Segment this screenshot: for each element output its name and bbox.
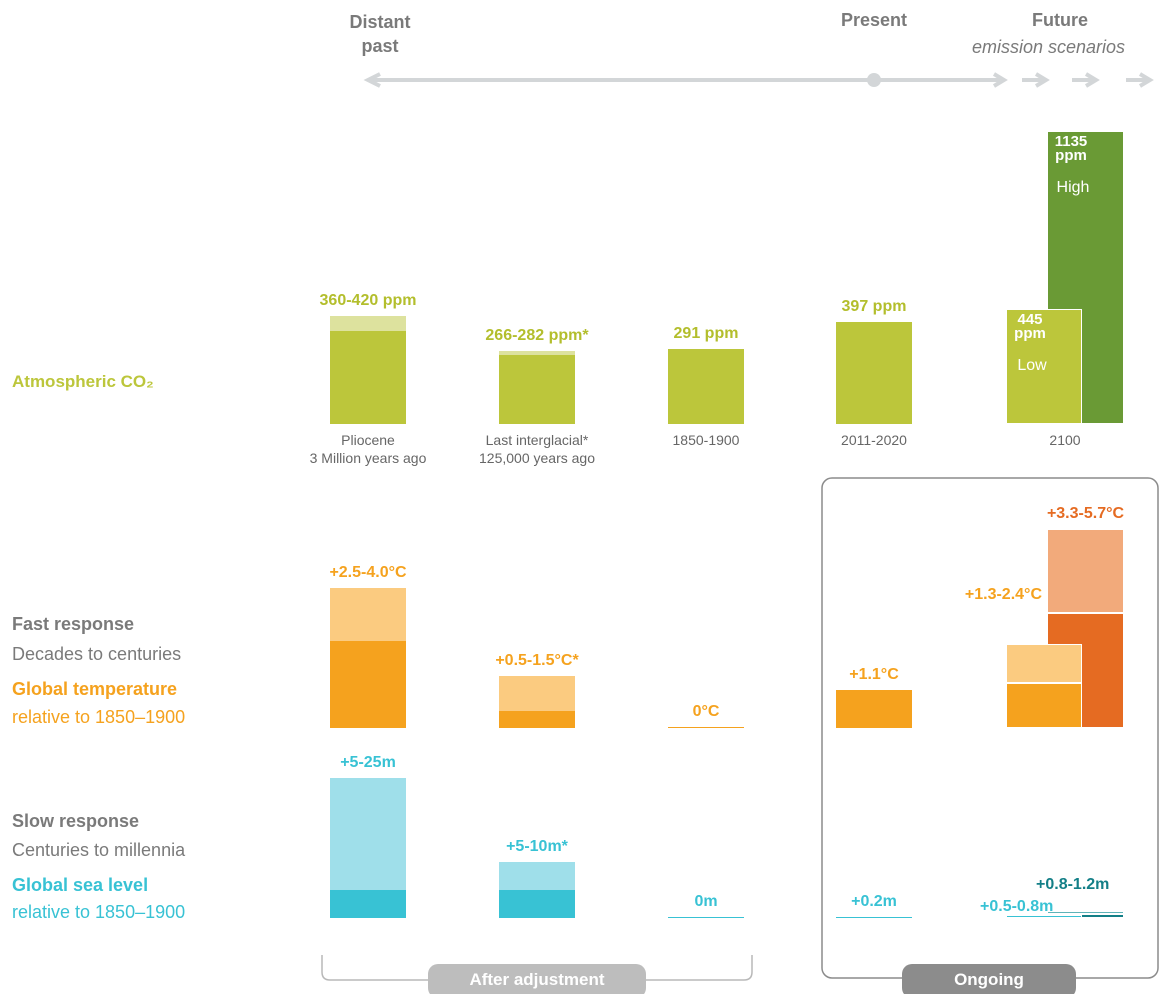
baseline-mark xyxy=(836,917,912,918)
bar-range xyxy=(1047,911,1124,914)
value-label: 360-420 ppm xyxy=(319,291,417,309)
period-name: 1850-1900 xyxy=(672,432,740,448)
bar-range xyxy=(1047,528,1124,613)
row-label: Global sea level xyxy=(12,875,149,895)
value-label: 291 ppm xyxy=(673,324,739,342)
bar-lower xyxy=(499,710,575,728)
value-label: 397 ppm xyxy=(841,297,907,315)
timeline-future: Future xyxy=(1032,10,1088,30)
baseline-mark xyxy=(668,727,744,728)
row-subheading: Decades to centuries xyxy=(12,644,182,664)
bar xyxy=(836,321,912,424)
bar-range xyxy=(1006,913,1082,916)
period-name: Pliocene xyxy=(341,432,395,448)
timeline-present: Present xyxy=(840,10,908,30)
pill xyxy=(902,964,1076,994)
pill xyxy=(428,964,646,994)
value-label: +5-25m xyxy=(340,754,396,771)
bar xyxy=(836,689,912,728)
bar-lower xyxy=(1006,682,1082,728)
baseline-mark xyxy=(668,917,744,918)
arrow-head xyxy=(363,72,381,88)
bar xyxy=(668,348,744,424)
bracket-label: Ongoing xyxy=(954,970,1024,989)
scenario-label: High xyxy=(1056,179,1090,197)
scenario-label: Low xyxy=(1017,357,1047,375)
period-name: 2011-2020 xyxy=(841,432,907,448)
row-note: relative to 1850–1900 xyxy=(12,902,186,922)
timeline-past: Distant past xyxy=(349,12,411,56)
bar-range xyxy=(499,862,575,890)
row-note: relative to 1850–1900 xyxy=(12,707,186,727)
row-subheading: Centuries to millennia xyxy=(12,840,186,860)
value-label: 0m xyxy=(694,893,718,910)
bar-range xyxy=(330,778,406,890)
bar-range xyxy=(1006,644,1082,683)
bar-lower xyxy=(1006,915,1082,918)
row-heading: Fast response xyxy=(12,614,135,634)
bar-lower xyxy=(499,355,575,424)
period-detail: 125,000 years ago xyxy=(479,450,595,466)
period-detail: 3 Million years ago xyxy=(309,450,427,466)
row-label: Global temperature xyxy=(12,679,178,699)
value-label: +1.3-2.4°C xyxy=(964,586,1042,603)
value-label: +1.1°C xyxy=(849,665,899,683)
bracket-label: After adjustment xyxy=(469,970,605,989)
bar-lower xyxy=(499,890,575,918)
value-label: 0°C xyxy=(692,703,720,720)
bar-range xyxy=(499,675,575,711)
value-label: 445 ppm xyxy=(1014,311,1046,343)
timeline-note: emission scenarios xyxy=(972,37,1126,57)
value-label: +3.3-5.7°C xyxy=(1046,504,1125,522)
value-label: 1135 ppm xyxy=(1054,133,1088,165)
bar-range xyxy=(330,588,406,641)
row-heading: Slow response xyxy=(12,811,140,831)
value-label: +0.2m xyxy=(851,892,897,910)
value-label: +0.8-1.2m xyxy=(1036,876,1110,893)
bar-lower xyxy=(330,640,406,728)
row-label: Atmospheric CO₂ xyxy=(12,372,154,391)
future-arrows xyxy=(1022,72,1154,88)
bar-lower xyxy=(330,890,406,918)
value-label: +2.5-4.0°C xyxy=(329,564,407,581)
value-label: +5-10m* xyxy=(506,838,568,855)
bar-range xyxy=(499,351,575,356)
period-name: 2100 xyxy=(1049,432,1081,448)
bar xyxy=(1006,309,1082,424)
value-label: +0.5-0.8m xyxy=(980,898,1054,915)
bar-lower xyxy=(330,331,406,424)
value-label: 266-282 ppm* xyxy=(485,327,589,345)
arrow-head xyxy=(992,72,1008,88)
value-label: +0.5-1.5°C* xyxy=(495,651,579,669)
bar-range xyxy=(330,315,406,332)
present-dot xyxy=(867,73,881,87)
period-name: Last interglacial* xyxy=(485,432,589,448)
